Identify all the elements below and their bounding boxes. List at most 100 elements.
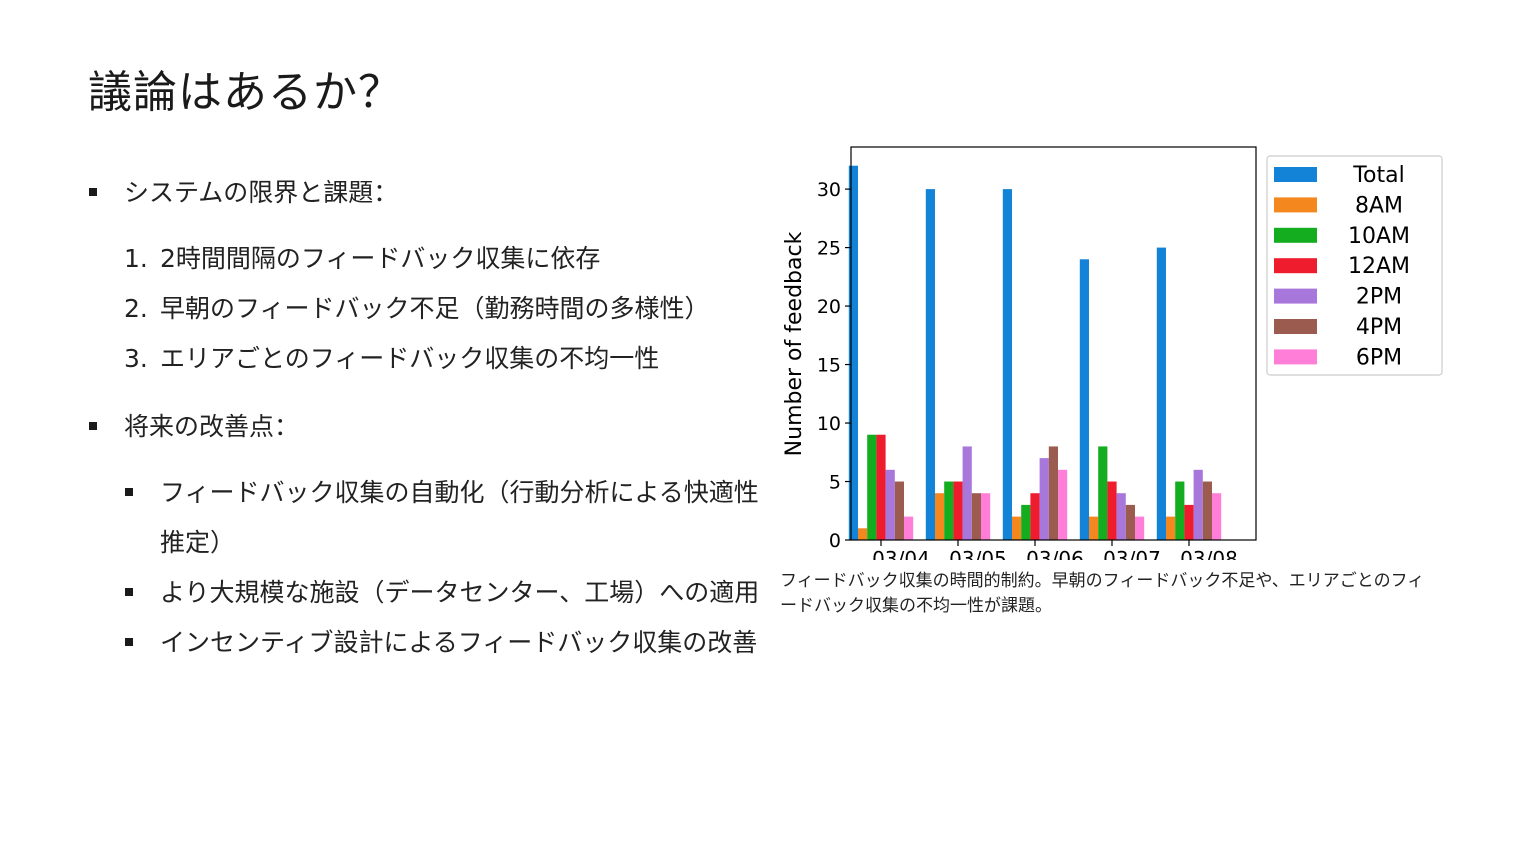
bar-6pm-03-05: [981, 493, 991, 540]
section-improvements: 将来の改善点： フィードバック収集の自動化（行動分析による快適性推定） より大規…: [88, 402, 768, 668]
sub-bullet-list: フィードバック収集の自動化（行動分析による快適性推定） より大規模な施設（データ…: [88, 468, 768, 668]
legend-swatch: [1274, 288, 1317, 304]
legend-swatch: [1274, 167, 1317, 182]
y-tick-label: 20: [817, 296, 841, 318]
bar-2pm-03-05: [962, 446, 972, 540]
square-bullet-icon: [89, 188, 97, 196]
x-tick-label: 03/04: [872, 547, 930, 560]
slide-title: 議論はあるか？: [88, 67, 403, 118]
legend-label: 12AM: [1348, 254, 1410, 279]
legend-label: Total: [1352, 163, 1404, 188]
bar-12am-03-07: [1107, 481, 1117, 540]
y-tick-label: 5: [829, 472, 841, 494]
legend-label: 6PM: [1356, 345, 1402, 370]
bar-12am-03-04: [876, 434, 886, 540]
bar-total-03-04: [848, 165, 858, 540]
numbered-list: 1. 2時間間隔のフィードバック収集に依存 2. 早朝のフィードバック不足（勤務…: [88, 234, 768, 384]
y-tick-label: 25: [817, 238, 841, 260]
x-tick-label: 03/08: [1180, 547, 1238, 560]
item-text: エリアごとのフィードバック収集の不均一性: [160, 344, 660, 373]
bar-10am-03-08: [1175, 481, 1185, 540]
square-bullet-icon: [125, 638, 133, 646]
y-tick-label: 10: [817, 413, 841, 435]
y-axis-label: Number of feedback: [782, 231, 807, 456]
plot-frame: [850, 146, 1257, 541]
bar-2pm-03-06: [1039, 458, 1049, 541]
bar-8am-03-05: [935, 493, 945, 540]
y-axis: 0 5 10 15 20 25 30: [817, 179, 851, 552]
list-item: 3. エリアごとのフィードバック収集の不均一性: [88, 334, 768, 384]
item-number: 2.: [124, 294, 148, 323]
bar-2pm-03-04: [885, 469, 895, 540]
item-text: 早朝のフィードバック不足（勤務時間の多様性）: [160, 294, 710, 323]
section-heading: システムの限界と課題：: [88, 168, 768, 218]
bar-4pm-03-07: [1125, 504, 1135, 540]
feedback-chart: 0 5 10 15 20 25 30 03/04 03/05 03/06 03/07 03/08 N…: [776, 140, 1456, 571]
legend: Total 8AM 10AM 12AM 2PM 4PM 6PM: [1266, 155, 1443, 376]
section-heading-text: 将来の改善点：: [124, 412, 300, 441]
list-item: 2. 早朝のフィードバック不足（勤務時間の多様性）: [88, 284, 768, 334]
legend-label: 8AM: [1355, 193, 1403, 218]
bar-2pm-03-07: [1116, 493, 1126, 540]
legend-label: 4PM: [1356, 315, 1402, 340]
legend-swatch: [1274, 258, 1317, 274]
item-text: フィードバック収集の自動化（行動分析による快適性推定）: [160, 478, 759, 557]
x-tick-label: 03/07: [1103, 547, 1161, 560]
bar-8am-03-07: [1089, 516, 1099, 540]
square-bullet-icon: [89, 422, 97, 430]
section-limitations: システムの限界と課題： 1. 2時間間隔のフィードバック収集に依存 2. 早朝の…: [88, 168, 768, 384]
bar-total-03-07: [1079, 259, 1089, 540]
list-item: 1. 2時間間隔のフィードバック収集に依存: [88, 234, 768, 284]
list-item: フィードバック収集の自動化（行動分析による快適性推定）: [88, 468, 768, 568]
bar-10am-03-06: [1021, 504, 1031, 540]
item-text: より大規模な施設（データセンター、工場）への適用: [160, 578, 760, 607]
y-tick-label: 15: [817, 355, 841, 377]
legend-swatch: [1274, 349, 1317, 365]
bar-4pm-03-05: [971, 493, 981, 540]
x-axis: 03/04 03/05 03/06 03/07 03/08: [872, 540, 1238, 571]
legend-swatch: [1274, 227, 1317, 243]
bar-4pm-03-04: [894, 481, 904, 540]
bar-8am-03-04: [858, 528, 868, 540]
bar-10am-03-07: [1098, 446, 1108, 540]
list-item: より大規模な施設（データセンター、工場）への適用: [88, 568, 768, 618]
item-number: 3.: [124, 344, 148, 373]
legend-label: 10AM: [1348, 224, 1410, 249]
bar-12am-03-06: [1030, 493, 1040, 540]
bar-8am-03-06: [1012, 516, 1022, 540]
bar-8am-03-08: [1166, 516, 1176, 540]
section-heading-text: システムの限界と課題：: [124, 178, 399, 207]
list-item: インセンティブ設計によるフィードバック収集の改善: [88, 618, 768, 668]
bar-6pm-03-08: [1212, 493, 1222, 540]
x-tick-label: 03/06: [1026, 547, 1084, 560]
bullet-list: システムの限界と課題： 1. 2時間間隔のフィードバック収集に依存 2. 早朝の…: [88, 168, 768, 668]
bar-6pm-03-07: [1135, 516, 1145, 540]
y-tick-label: 0: [829, 530, 841, 552]
bar-4pm-03-06: [1048, 446, 1058, 540]
bar-10am-03-04: [867, 434, 877, 540]
bar-chart-svg: 0 5 10 15 20 25 30 03/04 03/05 03/06 03/07 03/08 N…: [782, 146, 1443, 571]
bar-6pm-03-06: [1058, 469, 1068, 540]
bar-12am-03-05: [953, 481, 963, 540]
legend-swatch: [1274, 197, 1317, 213]
item-text: インセンティブ設計によるフィードバック収集の改善: [160, 628, 758, 657]
y-tick-label: 30: [817, 179, 841, 201]
bars-group: [848, 165, 1222, 541]
bar-12am-03-08: [1184, 504, 1194, 540]
bar-6pm-03-04: [904, 516, 914, 540]
item-text: 2時間間隔のフィードバック収集に依存: [160, 244, 601, 273]
item-number: 1.: [124, 244, 148, 273]
x-tick-label: 03/05: [949, 547, 1007, 560]
legend-swatch: [1274, 319, 1317, 334]
bar-total-03-05: [925, 189, 935, 541]
bar-4pm-03-08: [1202, 481, 1212, 540]
square-bullet-icon: [125, 488, 133, 496]
figure-caption: フィードバック収集の時間的制約。早朝のフィードバック不足や、エリアごとのフィード…: [780, 571, 1425, 616]
section-heading: 将来の改善点：: [88, 402, 768, 452]
legend-label: 2PM: [1356, 285, 1402, 310]
square-bullet-icon: [125, 588, 133, 596]
bar-total-03-06: [1002, 189, 1012, 541]
bar-10am-03-05: [944, 481, 954, 540]
bar-2pm-03-08: [1193, 469, 1203, 540]
bar-total-03-08: [1156, 247, 1166, 540]
